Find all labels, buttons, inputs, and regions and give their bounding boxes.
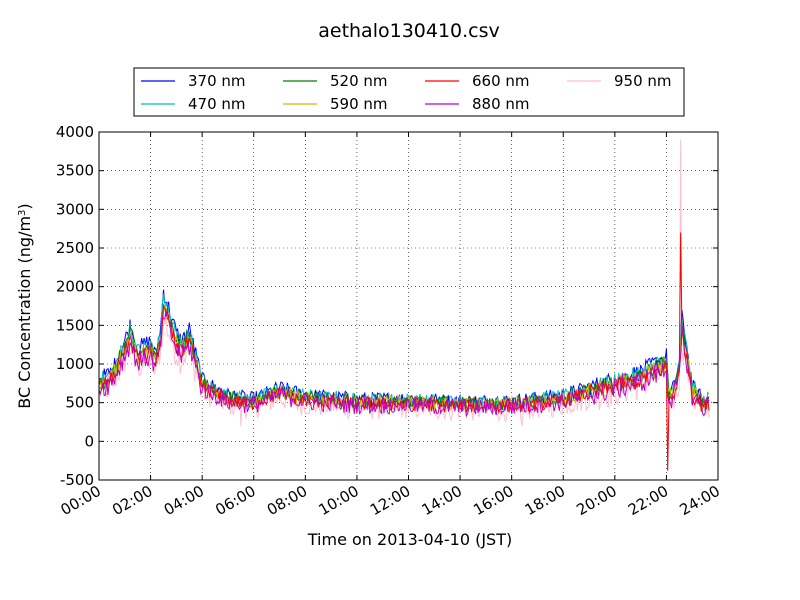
- series-line-880-nm: [98, 310, 710, 418]
- legend-label: 950 nm: [614, 72, 672, 90]
- x-tick-label: 02:00: [109, 482, 155, 519]
- y-tick-label: 4000: [56, 123, 94, 141]
- x-tick-label: 20:00: [573, 482, 619, 519]
- y-axis-label: BC Concentration (ng/m3): [15, 203, 34, 408]
- y-axis-label-sup: 3: [17, 210, 28, 216]
- legend-label: 520 nm: [330, 72, 388, 90]
- x-tick-label: 18:00: [522, 482, 568, 519]
- legend-box: [133, 67, 685, 117]
- x-tick-label: 10:00: [315, 482, 361, 519]
- y-tick-label: 3500: [56, 162, 94, 180]
- x-tick-label: 22:00: [625, 482, 671, 519]
- y-tick-label: 500: [65, 394, 94, 412]
- y-tick-label: -500: [60, 471, 94, 489]
- y-tick-label: 0: [84, 432, 94, 450]
- x-tick-label: 06:00: [212, 482, 258, 519]
- y-tick-label: 2500: [56, 239, 94, 257]
- x-tick-label: 12:00: [367, 482, 413, 519]
- y-axis: -500 0 500 1000 1500 2000 2500 3000 3500 4000: [56, 123, 718, 489]
- legend-label: 590 nm: [330, 95, 388, 113]
- x-axis-label: Time on 2013-04-10 (JST): [307, 530, 512, 549]
- x-tick-label: 08:00: [264, 482, 310, 519]
- x-tick-label: 14:00: [419, 482, 465, 519]
- y-tick-label: 3000: [56, 200, 94, 218]
- y-tick-label: 1500: [56, 316, 94, 334]
- x-tick-label: 04:00: [161, 482, 207, 519]
- legend-label: 660 nm: [472, 72, 530, 90]
- legend-label: 880 nm: [472, 95, 530, 113]
- legend: 370 nm 470 nm 520 nm 590 nm 660 nm 880 nm 950 …: [133, 67, 685, 117]
- plot-area: [99, 132, 718, 480]
- y-tick-label: 1000: [56, 355, 94, 373]
- x-tick-label: 24:00: [677, 482, 723, 519]
- legend-label: 370 nm: [188, 72, 246, 90]
- series-group: [98, 139, 710, 471]
- y-tick-label: 2000: [56, 278, 94, 296]
- legend-label: 470 nm: [188, 95, 246, 113]
- chart-title: aethalo130410.csv: [318, 20, 500, 42]
- x-tick-label: 16:00: [470, 482, 516, 519]
